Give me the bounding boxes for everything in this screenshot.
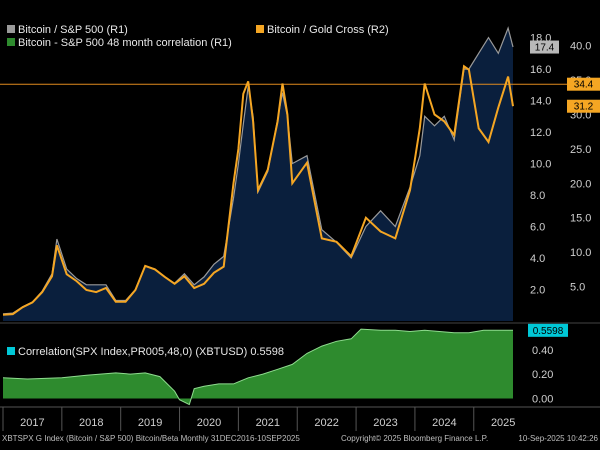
r1-tick-label: 4.0 bbox=[530, 253, 545, 265]
footer-center: Copyright© 2025 Bloomberg Finance L.P. bbox=[341, 434, 488, 443]
x-tick-label: 2020 bbox=[197, 417, 221, 429]
r2-tick-label: 15.0 bbox=[570, 213, 591, 225]
legend-corr-panel: Correlation(SPX Index,PR005,48,0) (XBTUS… bbox=[18, 346, 284, 358]
legend: Bitcoin / S&P 500 (R1) Bitcoin / Gold Cr… bbox=[7, 24, 389, 49]
x-tick-label: 2019 bbox=[138, 417, 162, 429]
x-tick-label: 2022 bbox=[314, 417, 338, 429]
legend-swatch-btc-spx bbox=[7, 25, 15, 33]
correlation-panel bbox=[2, 328, 513, 406]
r1-tick-label: 6.0 bbox=[530, 222, 545, 234]
x-tick-label: 2023 bbox=[373, 417, 397, 429]
footer-left: XBTSPX G Index (Bitcoin / S&P 500) Bitco… bbox=[2, 434, 300, 443]
r2-tick-label: 10.0 bbox=[570, 247, 591, 259]
tag-corr-value: 0.5598 bbox=[533, 326, 564, 337]
tag-corr: 0.5598 bbox=[528, 323, 568, 337]
tag-btc-gold-value: 31.2 bbox=[574, 102, 594, 113]
tag-r2-hline-bg bbox=[567, 77, 600, 91]
legend-corr48: Bitcoin - S&P 500 48 month correlation (… bbox=[18, 37, 232, 49]
tag-btc-spx-value: 17.4 bbox=[535, 43, 555, 54]
x-tick-label: 2018 bbox=[79, 417, 103, 429]
legend-swatch-corr48 bbox=[7, 38, 15, 46]
correlation-area bbox=[3, 329, 513, 405]
r1-axis: 2.04.06.08.010.012.014.016.018.0 bbox=[530, 33, 551, 297]
x-axis: 2017 2018 2019 2020 2021 2022 2023 2024 2025 bbox=[2, 407, 515, 431]
legend-swatch-btc-gold bbox=[256, 25, 264, 33]
btc-spx-area bbox=[3, 28, 513, 321]
x-tick-label: 2021 bbox=[256, 417, 280, 429]
btc-gold-line bbox=[2, 64, 514, 316]
tag-btc-spx-bg bbox=[530, 40, 559, 54]
r2-tick-label: 20.0 bbox=[570, 178, 591, 190]
tag-btc-gold-bg bbox=[567, 99, 600, 113]
x-tick-label: 2017 bbox=[20, 417, 44, 429]
corr-tick-label: 0.00 bbox=[532, 393, 553, 405]
r2-tick-label: 40.0 bbox=[570, 41, 591, 53]
corr-tick-label: 0.20 bbox=[532, 369, 553, 381]
x-tick-label: 2025 bbox=[491, 417, 515, 429]
correlation-line bbox=[2, 328, 513, 406]
r1-tick-label: 10.0 bbox=[530, 159, 551, 171]
correlation-axis: 0.00 0.20 0.40 bbox=[532, 345, 553, 406]
tag-btc-spx: 17.4 bbox=[530, 40, 559, 54]
r1-tick-label: 12.0 bbox=[530, 127, 551, 139]
main-panel bbox=[0, 26, 567, 321]
x-tick-label: 2024 bbox=[432, 417, 456, 429]
tag-r2-hline: 34.4 bbox=[567, 77, 600, 91]
r2-tick-label: 25.0 bbox=[570, 144, 591, 156]
legend-swatch-corr-panel bbox=[7, 347, 15, 355]
corr-tick-label: 0.40 bbox=[532, 345, 553, 357]
legend-btc-spx: Bitcoin / S&P 500 (R1) bbox=[18, 24, 128, 36]
tag-r2-hline-value: 34.4 bbox=[574, 80, 594, 91]
r2-tick-label: 5.0 bbox=[570, 282, 585, 294]
r1-tick-label: 8.0 bbox=[530, 190, 545, 202]
legend-btc-gold: Bitcoin / Gold Cross (R2) bbox=[267, 24, 389, 36]
tag-btc-gold: 31.2 bbox=[567, 99, 600, 113]
footer-right: 10-Sep-2025 10:42:26 bbox=[518, 434, 598, 443]
tag-corr-bg bbox=[528, 323, 568, 337]
r1-tick-label: 2.0 bbox=[530, 285, 545, 297]
r1-tick-label: 16.0 bbox=[530, 64, 551, 76]
r1-tick-label: 14.0 bbox=[530, 96, 551, 108]
